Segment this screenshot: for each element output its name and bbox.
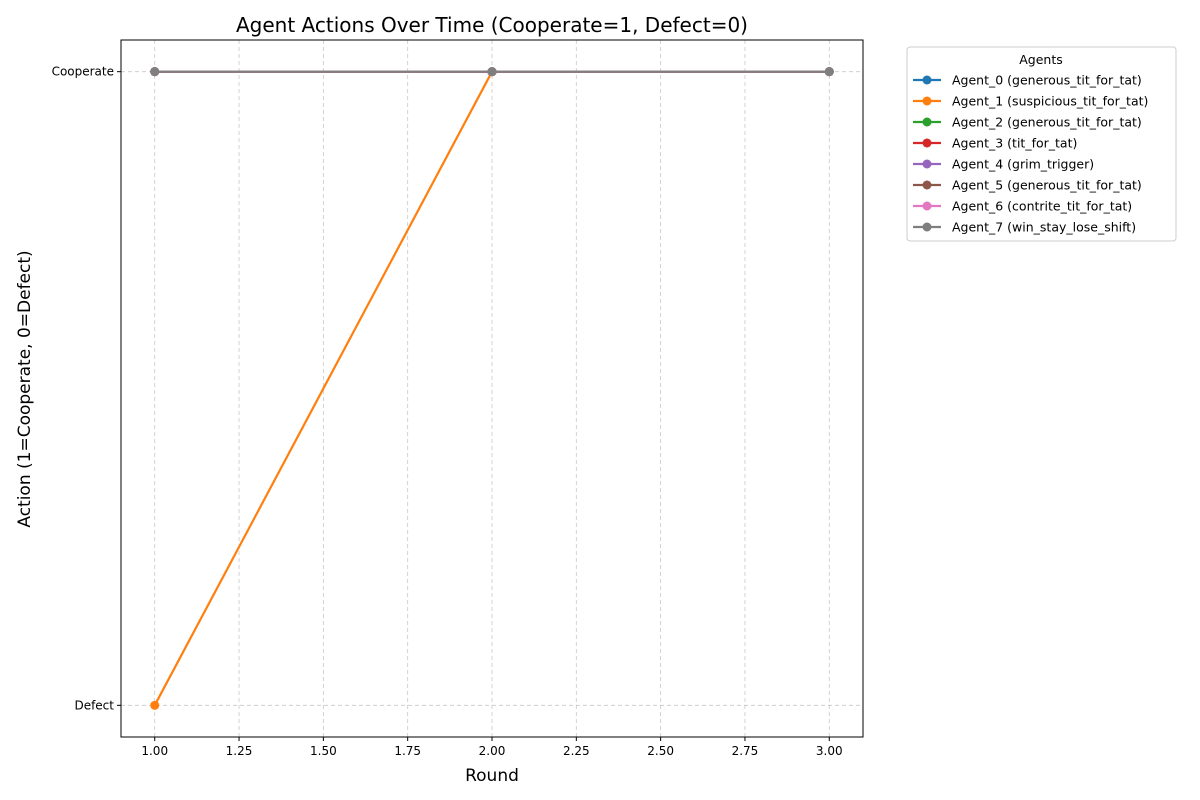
legend-marker [922, 180, 932, 190]
chart-title: Agent Actions Over Time (Cooperate=1, De… [236, 13, 748, 37]
x-axis: 1.00 1.25 1.50 1.75 2.00 2.25 2.50 2.75 3.00 [141, 737, 843, 758]
y-tick-label: Cooperate [52, 65, 114, 79]
legend-marker [922, 117, 932, 127]
grid-lines [121, 40, 863, 737]
x-tick-label: 1.75 [394, 744, 421, 758]
legend-label: Agent_7 (win_stay_lose_shift) [952, 220, 1136, 235]
legend-item: Agent_6 (contrite_tit_for_tat) [913, 199, 1132, 214]
series-agent-7 [150, 67, 834, 77]
legend-label: Agent_4 (grim_trigger) [952, 157, 1094, 172]
legend-items: Agent_0 (generous_tit_for_tat) Agent_1 (s… [913, 73, 1148, 235]
legend-marker [922, 75, 932, 85]
legend-item: Agent_3 (tit_for_tat) [913, 136, 1077, 151]
legend-item: Agent_4 (grim_trigger) [913, 157, 1094, 172]
legend-frame [906, 46, 1177, 242]
legend-label: Agent_2 (generous_tit_for_tat) [952, 115, 1142, 130]
legend-label: Agent_5 (generous_tit_for_tat) [952, 178, 1142, 193]
y-tick-label: Defect [74, 698, 114, 712]
x-tick-label: 1.50 [310, 744, 337, 758]
data-point [487, 67, 497, 77]
plot-area-frame [120, 39, 864, 738]
x-tick-label: 2.50 [647, 744, 674, 758]
series-layer [150, 67, 834, 710]
legend-item: Agent_0 (generous_tit_for_tat) [913, 73, 1142, 88]
legend-label: Agent_0 (generous_tit_for_tat) [952, 73, 1142, 88]
data-point [824, 67, 834, 77]
x-tick-label: 1.25 [226, 744, 253, 758]
legend-title: Agents [1019, 52, 1063, 67]
legend-label: Agent_1 (suspicious_tit_for_tat) [952, 94, 1148, 109]
x-tick-label: 1.00 [141, 744, 168, 758]
y-axis: Defect Cooperate [52, 65, 121, 712]
legend-item: Agent_5 (generous_tit_for_tat) [913, 178, 1142, 193]
legend-item: Agent_1 (suspicious_tit_for_tat) [913, 94, 1148, 109]
x-tick-label: 2.00 [479, 744, 506, 758]
x-axis-title: Round [465, 766, 519, 786]
legend-label: Agent_6 (contrite_tit_for_tat) [952, 199, 1132, 214]
series-agent-1 [150, 67, 834, 710]
legend-marker [922, 222, 932, 232]
x-tick-label: 2.25 [563, 744, 590, 758]
legend-label: Agent_3 (tit_for_tat) [952, 136, 1077, 151]
legend: Agents Agent_0 (generous_tit_for_tat)Age… [906, 46, 1177, 242]
legend-marker [922, 159, 932, 169]
data-point [150, 67, 160, 77]
x-tick-label: 3.00 [816, 744, 843, 758]
x-tick-label: 2.75 [732, 744, 759, 758]
y-axis-title: Action (1=Cooperate, 0=Defect) [15, 250, 35, 527]
legend-item: Agent_2 (generous_tit_for_tat) [913, 115, 1142, 130]
legend-marker [922, 96, 932, 106]
legend-marker [922, 201, 932, 211]
data-point [150, 700, 160, 710]
legend-marker [922, 138, 932, 148]
legend-item: Agent_7 (win_stay_lose_shift) [913, 220, 1136, 235]
